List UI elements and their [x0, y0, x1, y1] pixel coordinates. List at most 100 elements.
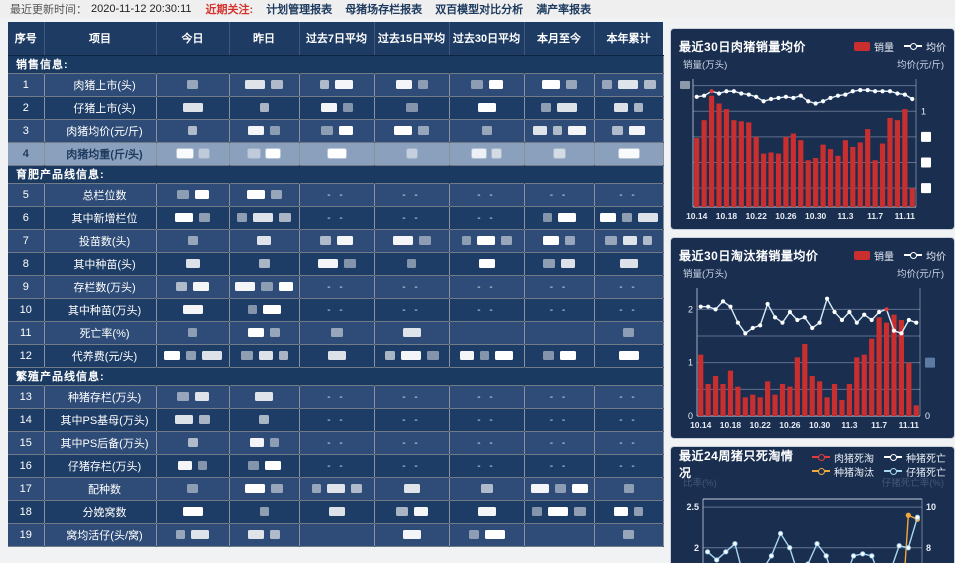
redacted-value — [240, 351, 253, 361]
value-cell — [156, 183, 230, 207]
row-label: 分娩窝数 — [44, 500, 157, 524]
column-header[interactable]: 过去15日平均 — [374, 22, 450, 56]
redacted-value — [559, 351, 576, 361]
row-number: 8 — [8, 252, 45, 276]
value-cell — [449, 229, 525, 253]
redacted-value — [326, 484, 345, 494]
y-axis-label-right: 均价(元/斤) — [897, 60, 944, 71]
redacted-value — [187, 236, 198, 246]
redacted-value — [350, 484, 362, 494]
table-row[interactable]: 8 其中种苗(头) — [8, 252, 664, 276]
value-cell — [594, 229, 664, 253]
legend-line-marker-icon — [904, 42, 922, 50]
table-row[interactable]: 16 仔猪存栏(万头) - -- -- -- -- - — [8, 454, 664, 478]
redacted-value — [246, 190, 265, 200]
redacted-value — [185, 259, 200, 269]
redacted-value — [621, 213, 632, 223]
row-number: 4 — [8, 142, 45, 166]
column-header[interactable]: 本年累计 — [594, 22, 664, 56]
redacted-value — [619, 259, 638, 269]
redacted-value — [198, 461, 207, 471]
redacted-value — [541, 80, 560, 90]
value-cell: - - — [524, 183, 595, 207]
legend-item[interactable]: 销量 — [854, 39, 894, 54]
row-label: 配种数 — [44, 477, 157, 501]
svg-text:10.14: 10.14 — [690, 420, 712, 430]
value-cell — [299, 142, 375, 166]
row-number: 12 — [8, 344, 45, 368]
redacted-value — [191, 530, 209, 540]
value-cell — [229, 344, 300, 368]
column-header[interactable]: 过去7日平均 — [299, 22, 375, 56]
table-row[interactable]: 18 分娩窝数 — [8, 500, 664, 524]
value-cell — [229, 73, 300, 97]
row-label: 代养费(元/头) — [44, 344, 157, 368]
value-cell — [449, 344, 525, 368]
value-cell — [299, 500, 375, 524]
column-header[interactable]: 序号 — [8, 22, 45, 56]
table-row[interactable]: 7 投苗数(头) — [8, 229, 664, 253]
table-row[interactable]: 6 其中新增栏位 - -- -- - — [8, 206, 664, 230]
svg-text:11.3: 11.3 — [837, 211, 853, 221]
table-row[interactable]: 9 存栏数(万头) - -- -- -- -- - — [8, 275, 664, 299]
legend-item[interactable]: 种猪死亡 — [884, 450, 946, 465]
table-row[interactable]: 19 窝均活仔(头/窝) — [8, 523, 664, 547]
value-cell — [594, 344, 664, 368]
legend-item[interactable]: 肉猪死淘 — [812, 450, 874, 465]
legend-item[interactable]: 种猪淘汰 — [812, 464, 874, 479]
redacted-value — [605, 236, 617, 246]
value-cell — [229, 523, 300, 547]
redacted-value — [193, 282, 209, 292]
row-number: 1 — [8, 73, 45, 97]
table-row[interactable]: 4 肉猪均重(斤/头) — [8, 142, 664, 166]
report-link[interactable]: 满产率报表 — [536, 4, 592, 16]
table-row[interactable]: 1 肉猪上市(头) — [8, 73, 664, 97]
table-row[interactable]: 11 死亡率(%) — [8, 321, 664, 345]
table-row[interactable]: 17 配种数 — [8, 477, 664, 501]
row-number: 16 — [8, 454, 45, 478]
svg-text:10.30: 10.30 — [805, 211, 827, 221]
table-row[interactable]: 10 其中种苗(万头) - -- -- -- -- - — [8, 298, 664, 322]
value-cell: - - — [594, 408, 664, 432]
legend-item[interactable]: 均价 — [904, 248, 946, 263]
table-row[interactable]: 14 其中PS基母(万头) - -- -- -- -- - — [8, 408, 664, 432]
table-row[interactable]: 3 肉猪均价(元/斤) — [8, 119, 664, 143]
value-cell: - - — [524, 298, 595, 322]
redacted-value — [199, 213, 210, 223]
table-row[interactable]: 12 代养费(元/头) — [8, 344, 664, 368]
charts-column: 最近30日肉猪销量均价 销量 均价 销量(万头) 均价(元/斤) 1 10.14 10… — [670, 28, 955, 563]
redacted-value — [255, 392, 273, 402]
column-header[interactable]: 昨日 — [229, 22, 300, 56]
redacted-value — [612, 126, 623, 136]
redacted-value — [426, 351, 439, 361]
redacted-value — [194, 190, 209, 200]
report-link[interactable]: 双百模型对比分析 — [435, 4, 524, 16]
value-cell — [156, 523, 230, 547]
redacted-value — [623, 530, 634, 540]
column-header[interactable]: 本月至今 — [524, 22, 595, 56]
table-row[interactable]: 15 其中PS后备(万头) - -- -- -- -- - — [8, 431, 664, 455]
row-label: 仔猪存栏(万头) — [44, 454, 157, 478]
row-number: 5 — [8, 183, 45, 207]
report-link[interactable]: 母猪场存栏报表 — [345, 4, 423, 16]
legend-item[interactable]: 均价 — [904, 39, 946, 54]
redacted-value — [477, 507, 496, 517]
value-cell: - - — [299, 454, 375, 478]
table-row[interactable]: 13 种猪存栏(万头) - -- -- -- -- - — [8, 385, 664, 409]
legend-item[interactable]: 仔猪死亡 — [884, 464, 946, 479]
redacted-value — [248, 328, 264, 338]
redacted-value — [484, 530, 505, 540]
legend-item[interactable]: 销量 — [854, 248, 894, 263]
column-header[interactable]: 项目 — [44, 22, 157, 56]
table-row[interactable]: 2 仔猪上市(头) — [8, 96, 664, 120]
redacted-value — [565, 236, 575, 246]
table-row[interactable]: 5 总栏位数 - -- -- -- -- - — [8, 183, 664, 207]
value-cell — [374, 500, 450, 524]
value-cell — [374, 477, 450, 501]
value-cell — [374, 73, 450, 97]
column-header[interactable]: 过去30日平均 — [449, 22, 525, 56]
redacted-value — [392, 236, 413, 246]
value-cell — [594, 96, 664, 120]
column-header[interactable]: 今日 — [156, 22, 230, 56]
report-link[interactable]: 计划管理报表 — [266, 4, 333, 16]
